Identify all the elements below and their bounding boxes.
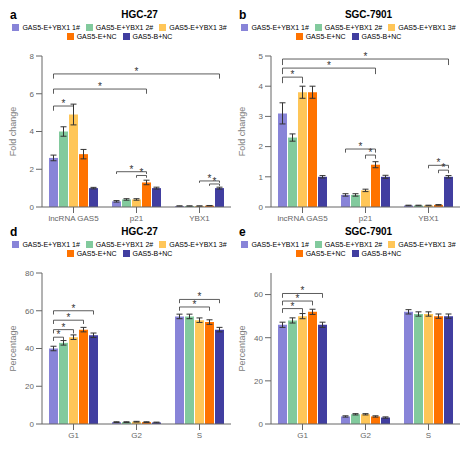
svg-text:3: 3 bbox=[259, 112, 264, 121]
html-text:b: b bbox=[239, 8, 247, 22]
html-text:GAS5-E+NC: GAS5-E+NC bbox=[76, 250, 117, 257]
svg-text:*: * bbox=[193, 299, 197, 310]
html-text:GAS5-E+YBX1 1#: GAS5-E+YBX1 1# bbox=[22, 241, 80, 248]
html-text:SGC-7901: SGC-7901 bbox=[344, 226, 393, 237]
svg-text:2: 2 bbox=[259, 142, 264, 151]
svg-text:60: 60 bbox=[254, 290, 263, 299]
svg-text:*: * bbox=[135, 66, 139, 77]
svg-text:5: 5 bbox=[259, 52, 264, 61]
svg-text:40: 40 bbox=[254, 334, 263, 343]
svg-text:S: S bbox=[426, 431, 431, 440]
svg-text:60: 60 bbox=[25, 307, 34, 316]
html-text:SGC-7901: SGC-7901 bbox=[344, 9, 393, 20]
svg-text:0: 0 bbox=[30, 203, 35, 212]
svg-text:lncRNA GAS5: lncRNA GAS5 bbox=[277, 214, 328, 223]
html-text:GAS5-E+NC: GAS5-E+NC bbox=[76, 33, 117, 40]
svg-text:80: 80 bbox=[25, 269, 34, 278]
html-text:GAS5-E+YBX1 2#: GAS5-E+YBX1 2# bbox=[324, 241, 383, 248]
svg-text:*: * bbox=[291, 69, 295, 80]
svg-text:*: * bbox=[213, 176, 217, 187]
svg-text:G1: G1 bbox=[68, 431, 79, 440]
html-text:GAS5-E+NC: GAS5-E+NC bbox=[305, 250, 346, 257]
svg-text:*: * bbox=[67, 312, 71, 323]
svg-text:*: * bbox=[301, 285, 305, 296]
html-text:e: e bbox=[239, 225, 246, 239]
svg-text:G1: G1 bbox=[297, 431, 308, 440]
svg-text:4: 4 bbox=[30, 127, 35, 136]
svg-text:*: * bbox=[98, 81, 102, 92]
html-text:GAS5-E+YBX1 3#: GAS5-E+YBX1 3# bbox=[398, 24, 456, 31]
svg-text:*: * bbox=[442, 162, 446, 173]
svg-text:*: * bbox=[72, 303, 76, 314]
svg-text:*: * bbox=[198, 291, 202, 302]
svg-text:*: * bbox=[62, 322, 66, 333]
html-text:HGC-27: HGC-27 bbox=[121, 226, 158, 237]
svg-text:Fold change: Fold change bbox=[8, 107, 18, 157]
html-text:GAS5-E+YBX1 1#: GAS5-E+YBX1 1# bbox=[251, 24, 309, 31]
svg-text:YBX1: YBX1 bbox=[189, 214, 210, 223]
svg-text:Percentage: Percentage bbox=[237, 325, 247, 371]
html-text:a: a bbox=[10, 8, 17, 22]
svg-text:*: * bbox=[130, 164, 134, 175]
svg-text:*: * bbox=[208, 173, 212, 184]
svg-text:20: 20 bbox=[254, 377, 263, 386]
html-text:GAS5-E+YBX1 3#: GAS5-E+YBX1 3# bbox=[398, 241, 456, 248]
html-text:HGC-27: HGC-27 bbox=[121, 9, 158, 20]
svg-text:*: * bbox=[327, 60, 331, 71]
svg-text:Percentage: Percentage bbox=[8, 325, 18, 371]
svg-text:40: 40 bbox=[25, 344, 34, 353]
svg-text:0: 0 bbox=[259, 420, 264, 429]
svg-text:8: 8 bbox=[30, 52, 35, 61]
svg-text:*: * bbox=[359, 141, 363, 152]
svg-text:*: * bbox=[364, 51, 368, 62]
html-text:GAS5-E+YBX1 2#: GAS5-E+YBX1 2# bbox=[324, 24, 383, 31]
svg-text:6: 6 bbox=[30, 90, 35, 99]
svg-text:0: 0 bbox=[30, 420, 35, 429]
svg-text:4: 4 bbox=[259, 82, 264, 91]
svg-text:Fold change: Fold change bbox=[237, 107, 247, 157]
svg-text:*: * bbox=[296, 293, 300, 304]
svg-text:1: 1 bbox=[259, 173, 264, 182]
html-text:GAS5-E+YBX1 2#: GAS5-E+YBX1 2# bbox=[95, 24, 154, 31]
html-text:GAS5-B+NC: GAS5-B+NC bbox=[132, 250, 173, 257]
html-text:GAS5-E+NC: GAS5-E+NC bbox=[305, 33, 346, 40]
html-text:GAS5-E+YBX1 3#: GAS5-E+YBX1 3# bbox=[169, 24, 227, 31]
svg-text:2: 2 bbox=[30, 165, 35, 174]
html-text:d: d bbox=[10, 225, 18, 239]
svg-text:p21: p21 bbox=[130, 214, 144, 223]
html-text:GAS5-E+YBX1 1#: GAS5-E+YBX1 1# bbox=[251, 241, 309, 248]
svg-text:lncRNA GAS5: lncRNA GAS5 bbox=[48, 214, 99, 223]
svg-text:0: 0 bbox=[259, 203, 264, 212]
svg-text:S: S bbox=[197, 431, 202, 440]
svg-text:*: * bbox=[291, 301, 295, 312]
svg-text:G2: G2 bbox=[360, 431, 371, 440]
svg-text:*: * bbox=[62, 98, 66, 109]
html-text:GAS5-E+YBX1 1#: GAS5-E+YBX1 1# bbox=[22, 24, 80, 31]
svg-text:G2: G2 bbox=[131, 431, 142, 440]
svg-text:*: * bbox=[437, 157, 441, 168]
svg-text:*: * bbox=[369, 147, 373, 158]
html-text:GAS5-E+YBX1 2#: GAS5-E+YBX1 2# bbox=[95, 241, 154, 248]
html-text:GAS5-E+YBX1 3#: GAS5-E+YBX1 3# bbox=[169, 241, 227, 248]
html-text:GAS5-B+NC: GAS5-B+NC bbox=[361, 33, 402, 40]
svg-text:20: 20 bbox=[25, 382, 34, 391]
svg-text:*: * bbox=[57, 329, 61, 340]
svg-text:*: * bbox=[140, 167, 144, 178]
svg-text:YBX1: YBX1 bbox=[418, 214, 439, 223]
svg-text:p21: p21 bbox=[359, 214, 373, 223]
html-text:GAS5-B+NC: GAS5-B+NC bbox=[361, 250, 402, 257]
html-text:GAS5-B+NC: GAS5-B+NC bbox=[132, 33, 173, 40]
